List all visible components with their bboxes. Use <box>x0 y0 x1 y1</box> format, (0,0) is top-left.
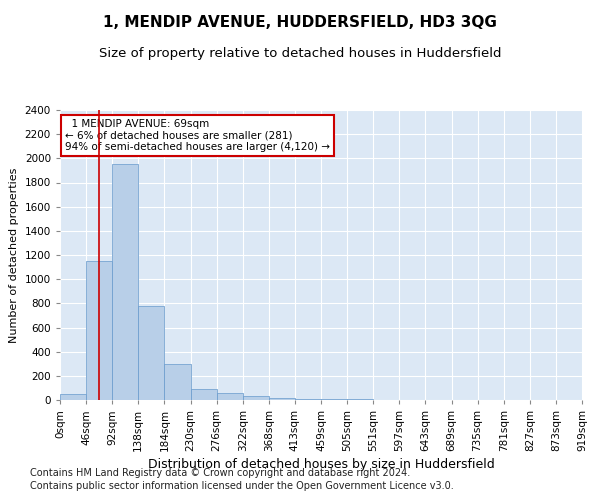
Bar <box>269 398 295 400</box>
Bar <box>295 399 321 400</box>
Text: Contains HM Land Registry data © Crown copyright and database right 2024.: Contains HM Land Registry data © Crown c… <box>30 468 410 477</box>
Bar <box>164 364 191 400</box>
Text: Contains public sector information licensed under the Open Government Licence v3: Contains public sector information licen… <box>30 481 454 491</box>
Bar <box>321 399 347 400</box>
Bar <box>86 261 112 400</box>
Bar <box>60 394 86 400</box>
Text: Size of property relative to detached houses in Huddersfield: Size of property relative to detached ho… <box>99 48 501 60</box>
Bar <box>243 396 269 400</box>
Y-axis label: Number of detached properties: Number of detached properties <box>9 168 19 342</box>
Text: 1 MENDIP AVENUE: 69sqm
← 6% of detached houses are smaller (281)
94% of semi-det: 1 MENDIP AVENUE: 69sqm ← 6% of detached … <box>65 118 330 152</box>
X-axis label: Distribution of detached houses by size in Huddersfield: Distribution of detached houses by size … <box>148 458 494 471</box>
Bar <box>217 394 243 400</box>
Bar <box>191 388 217 400</box>
Bar <box>139 306 164 400</box>
Bar <box>112 164 139 400</box>
Text: 1, MENDIP AVENUE, HUDDERSFIELD, HD3 3QG: 1, MENDIP AVENUE, HUDDERSFIELD, HD3 3QG <box>103 15 497 30</box>
